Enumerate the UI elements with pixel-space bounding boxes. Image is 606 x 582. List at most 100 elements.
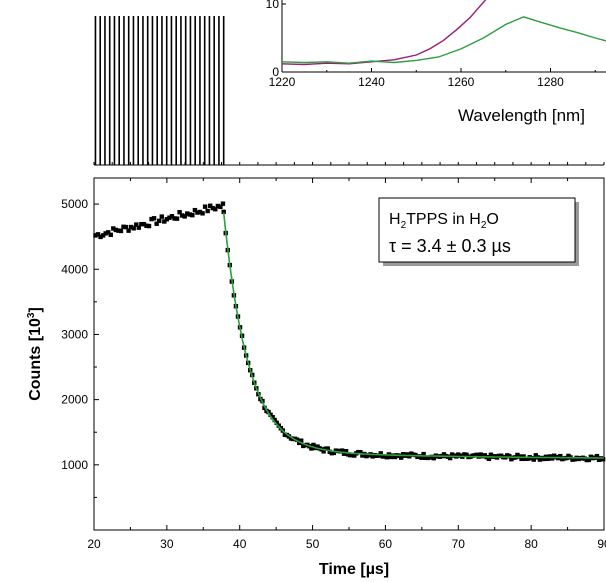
data-point — [195, 210, 200, 215]
inset-x-axis-title: Wavelength [nm] — [458, 106, 585, 125]
data-point — [299, 438, 304, 443]
x-tick-label: 90 — [597, 537, 606, 551]
y-tick-label: 5000 — [61, 197, 88, 211]
data-point — [162, 219, 167, 224]
inset-x-tick-label: 1220 — [269, 75, 296, 89]
annotation-sub-2b: 2 — [481, 220, 487, 231]
data-point — [210, 205, 215, 211]
y-axis-title-main: Counts [10 — [27, 318, 44, 401]
data-point — [268, 412, 273, 418]
data-point — [421, 451, 426, 457]
annotation-O: O — [486, 211, 498, 228]
data-point — [98, 234, 103, 240]
data-point — [128, 224, 134, 230]
data-point — [169, 214, 175, 219]
data-point — [218, 204, 223, 210]
data-point — [100, 233, 106, 238]
data-point — [149, 216, 154, 222]
x-tick-label: 70 — [452, 537, 466, 551]
data-point — [384, 455, 390, 460]
data-point — [95, 232, 101, 237]
data-point — [106, 230, 111, 235]
data-point — [339, 448, 345, 453]
annotation-H: H — [389, 211, 401, 228]
data-point — [600, 457, 606, 462]
data-point — [157, 218, 162, 224]
data-point — [531, 457, 536, 462]
data-point — [197, 209, 203, 215]
data-point — [131, 226, 136, 231]
data-point — [177, 210, 182, 215]
data-point — [164, 217, 170, 222]
main-chart: 203040506070809010002000300040005000 H2T… — [26, 177, 606, 578]
annotation-line-1: H2TPPS in H2O — [389, 211, 499, 231]
y-axis-title: Counts [103] — [26, 307, 44, 401]
data-point — [93, 233, 98, 238]
data-point — [486, 456, 492, 462]
data-point — [325, 446, 330, 451]
data-point — [167, 215, 172, 220]
data-point — [118, 228, 124, 234]
data-point — [431, 456, 437, 461]
data-point — [200, 211, 205, 216]
data-point — [108, 232, 113, 238]
inset-series-line — [281, 16, 606, 64]
data-point — [545, 456, 551, 461]
inset-x-tick-label: 1280 — [537, 75, 564, 89]
data-point — [182, 214, 187, 219]
data-point — [172, 216, 177, 221]
data-point — [121, 224, 126, 229]
data-point — [331, 450, 337, 456]
data-point — [179, 213, 185, 218]
annotation-sub-2a: 2 — [401, 220, 407, 231]
data-point — [507, 453, 512, 459]
data-point — [144, 223, 149, 228]
data-point — [146, 223, 152, 229]
data-point — [213, 207, 218, 212]
y-axis-title-close: ] — [27, 307, 44, 312]
data-point — [309, 446, 314, 451]
annotation-tpps: TPPS in H — [406, 211, 481, 228]
data-point — [116, 228, 121, 233]
data-point — [270, 415, 275, 420]
data-point — [294, 437, 300, 442]
inset-y-tick-label: 0 — [272, 65, 279, 79]
data-point — [202, 204, 208, 209]
x-tick-label: 30 — [160, 537, 174, 551]
data-point — [321, 449, 326, 454]
x-tick-label: 60 — [379, 537, 393, 551]
data-point — [272, 417, 277, 423]
data-point — [343, 448, 349, 454]
data-point — [586, 457, 592, 463]
x-axis-title: Time [µs] — [319, 561, 389, 578]
main-ticks: 20 30 40 50 60 70 80 90 1000 2000 3000 4000 5000 — [61, 178, 606, 551]
x-tick-label: 80 — [524, 537, 538, 551]
inset-x-tick-label: 1260 — [448, 75, 475, 89]
data-point — [192, 207, 198, 213]
inset-x-tick-label: 1240 — [358, 75, 385, 89]
data-point — [378, 451, 383, 456]
data-point — [558, 453, 563, 459]
data-point — [187, 212, 193, 217]
data-point — [358, 449, 363, 455]
x-tick-label: 20 — [87, 537, 101, 551]
data-point — [123, 224, 129, 230]
x-tick-label: 50 — [306, 537, 320, 551]
data-point — [352, 453, 357, 458]
data-point — [136, 225, 142, 230]
annotation-box: H2TPPS in H2O τ = 3.4 ± 0.3 µs — [378, 197, 579, 266]
data-point — [208, 203, 213, 208]
data-point — [220, 201, 226, 206]
data-point — [398, 455, 404, 460]
annotation-line-2: τ = 3.4 ± 0.3 µs — [389, 236, 511, 256]
annotation-box-frame — [378, 197, 576, 263]
data-point — [154, 221, 159, 226]
x-tick-label: 40 — [233, 537, 247, 551]
data-point — [519, 456, 524, 462]
data-point — [139, 221, 144, 227]
pulse-panel-axis-ticks — [93, 162, 605, 165]
data-point — [113, 227, 119, 233]
y-tick-label: 3000 — [61, 327, 88, 341]
data-point — [594, 453, 600, 459]
data-point — [185, 211, 190, 216]
